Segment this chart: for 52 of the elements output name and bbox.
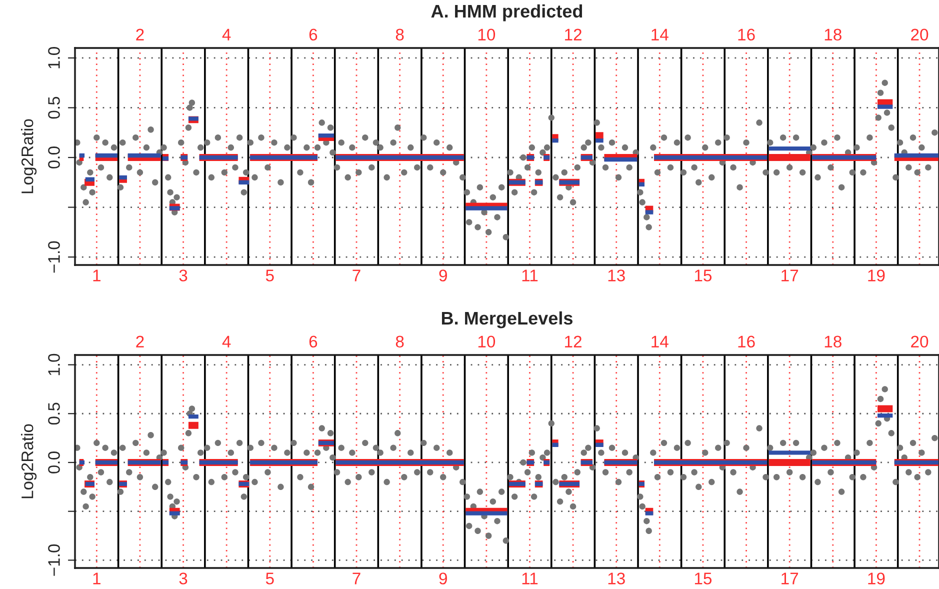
y-tick-label: −1.0 (48, 241, 60, 273)
x2-tick-label: 12 (565, 336, 582, 348)
y-tick-label: −1.0 (48, 544, 60, 576)
x2-tick-label: 18 (824, 336, 842, 348)
y-tick-label: 0.5 (48, 96, 60, 119)
x-tick-label: 9 (439, 572, 447, 584)
x2-tick-label: 12 (565, 28, 582, 40)
chart-title: A. HMM predicted (431, 4, 582, 22)
x-tick-label: 15 (694, 270, 712, 282)
y-tick-label: 1.0 (48, 354, 60, 376)
x-tick-label: 5 (266, 270, 274, 282)
x-tick-label: 13 (608, 270, 625, 282)
x2-tick-label: 6 (309, 28, 318, 41)
x2-tick-label: 4 (222, 28, 231, 40)
x2-tick-label: 20 (911, 336, 928, 348)
x-tick-label: 13 (608, 572, 625, 584)
x2-tick-label: 14 (652, 28, 668, 40)
x2-tick-label: 16 (738, 28, 755, 41)
x2-tick-label: 10 (478, 336, 496, 348)
x2-tick-label: 2 (136, 28, 144, 40)
x-tick-label: 11 (522, 572, 538, 584)
x2-tick-label: 6 (309, 336, 318, 348)
y-axis-title: Log2Ratio (21, 119, 37, 194)
x-tick-label: 1 (93, 572, 100, 584)
y-tick-label: 1.0 (48, 47, 60, 68)
x2-tick-label: 2 (136, 336, 144, 348)
x2-tick-label: 8 (396, 28, 404, 41)
x-tick-label: 7 (352, 270, 360, 282)
x2-tick-label: 18 (824, 28, 842, 41)
x-tick-label: 15 (694, 572, 712, 584)
x2-tick-label: 20 (911, 28, 928, 41)
x-tick-label: 3 (179, 270, 188, 282)
y-tick-label: 0.0 (48, 452, 60, 474)
x-tick-label: 1 (93, 270, 100, 282)
x-tick-label: 5 (266, 572, 274, 584)
x-tick-label: 3 (179, 572, 188, 584)
x2-tick-label: 4 (222, 336, 231, 348)
x-tick-label: 7 (352, 572, 360, 584)
x2-tick-label: 14 (652, 336, 668, 348)
x-tick-label: 9 (439, 270, 447, 282)
x-tick-label: 19 (868, 572, 885, 584)
y-axis-title: Log2Ratio (21, 424, 37, 498)
x2-tick-label: 16 (738, 336, 755, 348)
y-tick-label: 0.5 (48, 402, 60, 425)
chart-title: B. MergeLevels (442, 311, 572, 328)
x-tick-label: 17 (782, 572, 798, 584)
x2-tick-label: 10 (478, 28, 496, 41)
y-tick-label: 0.0 (48, 146, 60, 168)
x-tick-label: 17 (782, 270, 798, 282)
x-tick-label: 11 (522, 270, 538, 282)
x2-tick-label: 8 (396, 336, 404, 348)
x-tick-label: 19 (868, 270, 885, 282)
